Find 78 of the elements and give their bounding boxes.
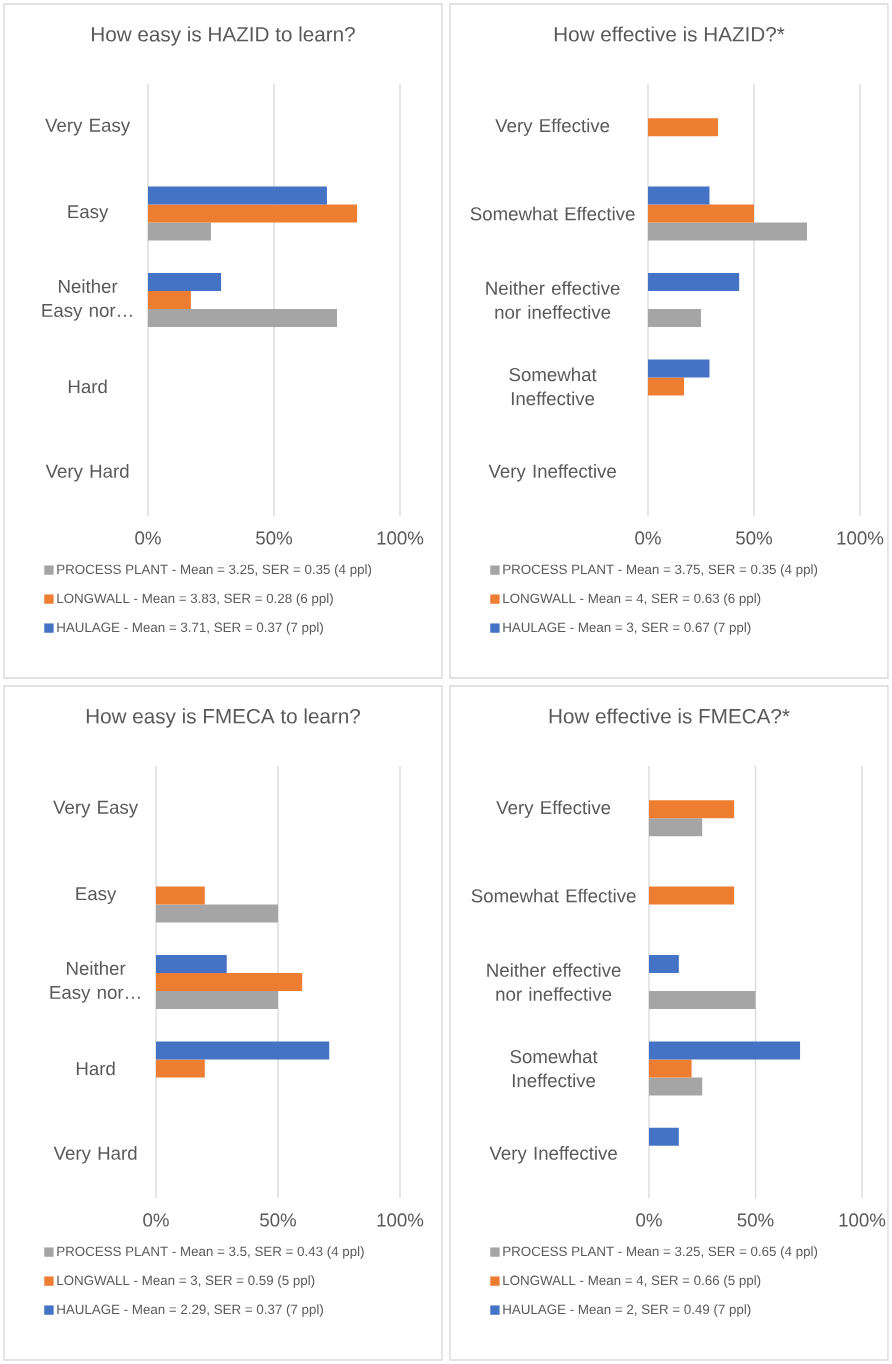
y-tick-label: Very Ineffective [488, 464, 616, 482]
bar [156, 1059, 205, 1078]
legend-label: PROCESS PLANT - Mean = 3.75, SER = 0.35 (4 ppl) [503, 564, 818, 577]
bar [156, 973, 303, 992]
y-tick-label: Hard [68, 379, 107, 394]
x-tick-label: 100% [837, 531, 884, 545]
bar [156, 955, 227, 974]
x-tick-label: 100% [839, 1213, 886, 1227]
bar [647, 222, 807, 241]
bar [156, 886, 205, 905]
y-tick-label: Very Easy [53, 800, 139, 818]
bar [649, 800, 735, 819]
bar [148, 309, 337, 328]
bar [649, 1077, 703, 1096]
y-tick-label: Somewhat Ineffective [509, 367, 597, 406]
y-tick-label: Neither effective nor ineffective [487, 963, 621, 1001]
y-tick-label: Neither Easy nor… [42, 279, 132, 321]
y-tick-label: Easy [76, 887, 117, 904]
x-tick-label: 100% [377, 1213, 424, 1227]
x-tick-label: 50% [736, 531, 772, 545]
legend-label: HAULAGE - Mean = 3, SER = 0.67 (7 ppl) [503, 622, 751, 635]
bar [649, 1127, 679, 1146]
bar [148, 204, 358, 223]
bar [649, 818, 703, 837]
x-tick-label: 50% [737, 1213, 774, 1227]
y-tick-label: Somewhat Ineffective [510, 1049, 598, 1088]
y-tick-label: Very Easy [45, 118, 131, 136]
legend-label: PROCESS PLANT - Mean = 3.25, SER = 0.65 (4 ppl) [503, 1246, 818, 1259]
y-tick-label: Very Hard [45, 464, 129, 482]
bar [148, 222, 211, 241]
legend-label: PROCESS PLANT - Mean = 3.25, SER = 0.35 (4 ppl) [57, 564, 372, 577]
y-tick-label: Neither Easy nor… [50, 961, 140, 1003]
chart-title: How effective is FMECA?* [549, 708, 790, 724]
y-tick-label: Very Effective [496, 800, 611, 818]
x-tick-label: 0% [135, 531, 161, 545]
y-tick-label: Very Effective [495, 118, 610, 136]
y-tick-label: Somewhat Effective [471, 888, 636, 903]
bar [647, 186, 710, 205]
bar [649, 991, 756, 1010]
legend-label: LONGWALL - Mean = 4, SER = 0.66 (5 ppl) [503, 1275, 761, 1288]
x-tick-label: 100% [377, 531, 424, 545]
x-tick-label: 0% [635, 531, 661, 545]
legend-label: LONGWALL - Mean = 3.83, SER = 0.28 (6 ppl) [57, 593, 333, 606]
x-tick-label: 0% [636, 1213, 662, 1227]
y-tick-label: Hard [76, 1061, 115, 1076]
bar [649, 1041, 801, 1060]
y-tick-label: Somewhat Effective [470, 206, 635, 221]
legend-label: HAULAGE - Mean = 2.29, SER = 0.37 (7 ppl) [57, 1304, 323, 1317]
x-tick-label: 0% [143, 1213, 169, 1227]
bar [647, 359, 710, 378]
bar [148, 273, 222, 292]
bar [156, 1041, 330, 1060]
bar [647, 273, 740, 292]
legend-label: HAULAGE - Mean = 3.71, SER = 0.37 (7 ppl) [57, 622, 323, 635]
legend-label: PROCESS PLANT - Mean = 3.5, SER = 0.43 (4 ppl) [57, 1246, 364, 1259]
x-tick-label: 50% [260, 1213, 297, 1227]
chart-title: How easy is FMECA to learn? [86, 708, 361, 728]
legend-label: LONGWALL - Mean = 3, SER = 0.59 (5 ppl) [57, 1275, 315, 1288]
bar [647, 309, 701, 328]
bar [649, 1059, 692, 1078]
bar [647, 377, 685, 396]
bar [647, 118, 718, 137]
bar [148, 186, 327, 205]
bar [156, 904, 278, 923]
bar [148, 291, 191, 310]
bar [649, 955, 679, 974]
bar [647, 204, 754, 223]
legend-label: HAULAGE - Mean = 2, SER = 0.49 (7 ppl) [503, 1304, 751, 1317]
y-tick-label: Very Ineffective [489, 1146, 617, 1164]
bar [649, 886, 735, 905]
x-tick-label: 50% [256, 531, 293, 545]
y-tick-label: Neither effective nor ineffective [486, 281, 620, 319]
legend-label: LONGWALL - Mean = 4, SER = 0.63 (6 ppl) [503, 593, 761, 606]
y-tick-label: Very Hard [53, 1146, 137, 1164]
y-tick-label: Easy [68, 205, 109, 222]
chart-title: How effective is HAZID?* [554, 26, 785, 42]
bar [156, 991, 278, 1010]
chart-title: How easy is HAZID to learn? [92, 26, 355, 46]
